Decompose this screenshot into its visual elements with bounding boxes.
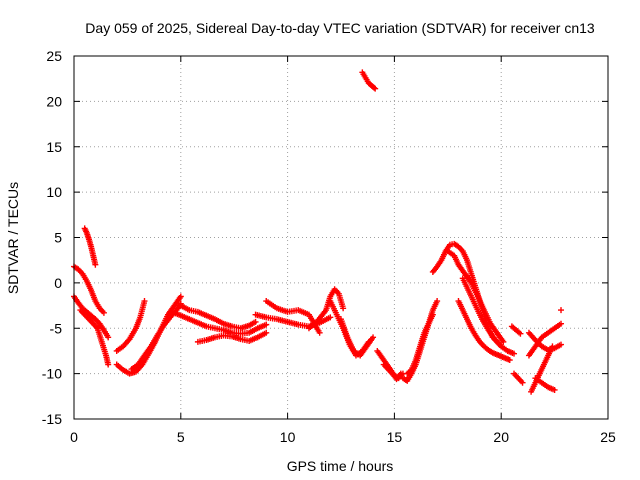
data-point xyxy=(429,311,436,318)
data-point xyxy=(263,329,270,336)
y-tick-label: -10 xyxy=(42,366,62,382)
y-tick-label: 15 xyxy=(46,139,62,155)
tick-labels: 0 5 10 15 20 25 -15 -10 -5 0 5 10 15 20 25 xyxy=(42,48,616,445)
series-prn-ab xyxy=(525,320,565,359)
series-prn-ad xyxy=(532,375,558,393)
data-point xyxy=(92,261,99,268)
data-points xyxy=(71,69,565,395)
series-prn-t xyxy=(404,311,436,377)
data-point xyxy=(105,334,112,341)
x-tick-label: 0 xyxy=(70,429,78,445)
data-point xyxy=(519,379,526,386)
series-prn-r xyxy=(380,361,404,383)
series-prn-a xyxy=(71,263,107,316)
series-prn-m xyxy=(305,286,347,332)
data-point xyxy=(177,293,184,300)
data-point xyxy=(500,338,507,345)
data-point xyxy=(105,361,112,368)
y-tick-label: 0 xyxy=(54,275,62,291)
x-tick-label: 20 xyxy=(493,429,509,445)
data-point xyxy=(558,307,565,314)
series-prn-w xyxy=(455,298,513,364)
y-tick-label: 25 xyxy=(46,48,62,64)
y-tick-label: 20 xyxy=(46,93,62,109)
data-point xyxy=(517,330,524,337)
series-prn-e xyxy=(113,298,148,354)
data-point xyxy=(327,314,334,321)
series-prn-z xyxy=(508,323,524,337)
chart-title: Day 059 of 2025, Sidereal Day-to-day VTE… xyxy=(85,20,595,36)
series-prn-x xyxy=(459,275,518,357)
data-point xyxy=(316,329,323,336)
x-axis-label: GPS time / hours xyxy=(287,458,394,474)
series-prn-i xyxy=(177,302,259,332)
x-tick-label: 5 xyxy=(177,429,185,445)
x-tick-label: 25 xyxy=(600,429,616,445)
data-point xyxy=(141,298,148,305)
y-tick-label: 5 xyxy=(54,230,62,246)
data-point xyxy=(434,298,441,305)
x-tick-label: 15 xyxy=(387,429,403,445)
data-point xyxy=(397,370,404,377)
data-point xyxy=(252,318,259,325)
data-point xyxy=(100,309,107,316)
series-prn-o xyxy=(338,316,377,359)
data-point xyxy=(506,357,513,364)
data-point xyxy=(370,334,377,341)
y-tick-label: 10 xyxy=(46,184,62,200)
data-point xyxy=(371,84,378,91)
data-point xyxy=(558,320,565,327)
series-prn-d xyxy=(77,307,112,368)
series-prn-b xyxy=(81,225,99,268)
series-prn-h xyxy=(169,308,270,337)
y-axis-label: SDTVAR / TECUs xyxy=(5,182,21,294)
data-point xyxy=(558,341,565,348)
series-prn-p xyxy=(359,69,379,92)
series-prn-j xyxy=(194,329,270,345)
series-prn-ae xyxy=(558,307,565,314)
y-tick-label: -15 xyxy=(42,411,62,427)
y-tick-label: -5 xyxy=(50,320,63,336)
data-point xyxy=(340,305,347,312)
series-prn-v xyxy=(444,248,507,345)
plot-frame xyxy=(73,55,609,420)
data-point xyxy=(549,343,556,350)
series-prn-y xyxy=(511,370,526,386)
data-point xyxy=(263,321,270,328)
x-tick-label: 10 xyxy=(280,429,296,445)
data-point xyxy=(372,85,379,92)
data-point xyxy=(551,386,558,393)
data-point xyxy=(511,350,518,357)
